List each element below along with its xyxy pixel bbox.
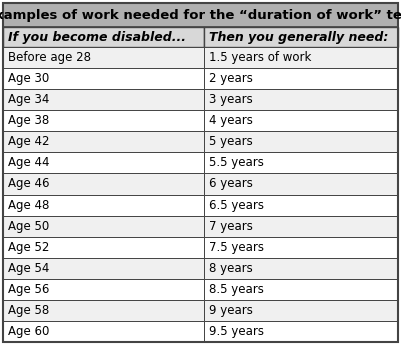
Bar bbox=[3, 131, 205, 152]
Bar bbox=[3, 300, 205, 321]
Bar bbox=[205, 237, 398, 258]
Bar bbox=[205, 195, 398, 216]
Bar bbox=[205, 47, 398, 68]
Text: 2 years: 2 years bbox=[209, 72, 253, 85]
Text: Age 54: Age 54 bbox=[8, 262, 49, 275]
Bar bbox=[205, 300, 398, 321]
Bar bbox=[3, 110, 205, 131]
Text: Age 58: Age 58 bbox=[8, 304, 49, 317]
Text: 7 years: 7 years bbox=[209, 220, 253, 233]
Text: 6.5 years: 6.5 years bbox=[209, 198, 264, 211]
Bar bbox=[3, 195, 205, 216]
Text: Before age 28: Before age 28 bbox=[8, 51, 91, 64]
Text: 9.5 years: 9.5 years bbox=[209, 325, 264, 338]
Bar bbox=[3, 47, 205, 68]
Text: Age 34: Age 34 bbox=[8, 93, 49, 106]
Text: 8.5 years: 8.5 years bbox=[209, 283, 264, 296]
Text: Age 38: Age 38 bbox=[8, 114, 49, 127]
Text: 1.5 years of work: 1.5 years of work bbox=[209, 51, 312, 64]
Bar bbox=[205, 89, 398, 110]
Bar bbox=[3, 237, 205, 258]
Text: 3 years: 3 years bbox=[209, 93, 253, 106]
Bar bbox=[205, 216, 398, 237]
Text: Age 44: Age 44 bbox=[8, 156, 49, 169]
Text: Age 42: Age 42 bbox=[8, 135, 49, 148]
Text: Age 48: Age 48 bbox=[8, 198, 49, 211]
Bar bbox=[3, 216, 205, 237]
Text: Age 60: Age 60 bbox=[8, 325, 49, 338]
Bar bbox=[205, 152, 398, 174]
Text: Age 50: Age 50 bbox=[8, 220, 49, 233]
Bar bbox=[3, 321, 205, 342]
Text: 6 years: 6 years bbox=[209, 177, 253, 190]
Text: Age 56: Age 56 bbox=[8, 283, 49, 296]
Bar bbox=[3, 68, 205, 89]
Bar bbox=[3, 27, 205, 47]
Bar bbox=[205, 68, 398, 89]
Text: 9 years: 9 years bbox=[209, 304, 253, 317]
Bar bbox=[3, 174, 205, 195]
Bar bbox=[3, 89, 205, 110]
Bar bbox=[205, 110, 398, 131]
Bar bbox=[205, 27, 398, 47]
Bar bbox=[3, 279, 205, 300]
Text: Age 46: Age 46 bbox=[8, 177, 49, 190]
Bar bbox=[205, 321, 398, 342]
Text: 8 years: 8 years bbox=[209, 262, 253, 275]
Bar bbox=[3, 258, 205, 279]
Text: 4 years: 4 years bbox=[209, 114, 253, 127]
Text: Age 30: Age 30 bbox=[8, 72, 49, 85]
Text: 5 years: 5 years bbox=[209, 135, 253, 148]
Bar bbox=[3, 152, 205, 174]
Text: Then you generally need:: Then you generally need: bbox=[209, 30, 389, 43]
Bar bbox=[205, 131, 398, 152]
Bar bbox=[205, 279, 398, 300]
Bar bbox=[205, 174, 398, 195]
Text: Age 52: Age 52 bbox=[8, 241, 49, 254]
Text: If you become disabled...: If you become disabled... bbox=[8, 30, 186, 43]
Text: Examples of work needed for the “duration of work” test: Examples of work needed for the “duratio… bbox=[0, 9, 401, 21]
Text: 5.5 years: 5.5 years bbox=[209, 156, 264, 169]
Text: 7.5 years: 7.5 years bbox=[209, 241, 264, 254]
Bar bbox=[205, 258, 398, 279]
Bar bbox=[3, 3, 398, 27]
